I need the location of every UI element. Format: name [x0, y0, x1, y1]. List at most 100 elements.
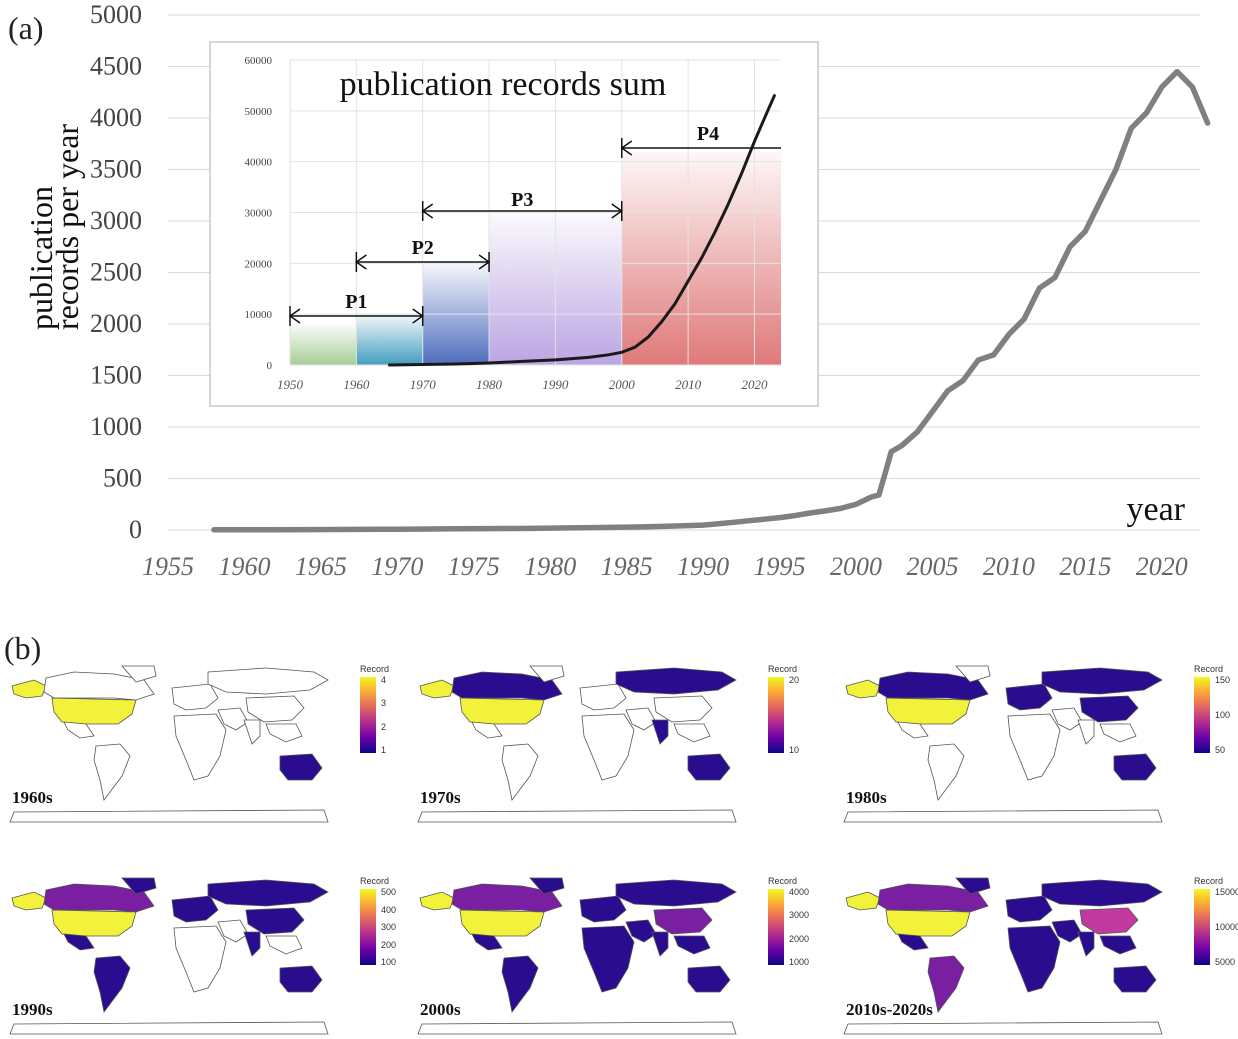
legend-tick-label: 3000	[789, 910, 810, 921]
decade-label: 1960s	[12, 788, 53, 807]
y-tick-label: 4500	[90, 52, 142, 81]
y-tick-label: 500	[103, 464, 142, 493]
inset-x-tick-label: 2020	[741, 377, 768, 392]
country-mexico	[471, 933, 503, 951]
x-tick-label: 1965	[295, 552, 347, 581]
legend-tick-label: 1	[381, 745, 387, 755]
color-legend: Record 150 100 50	[1194, 664, 1238, 764]
world-map	[417, 665, 737, 823]
legend-tick-label: 10	[789, 745, 800, 755]
decade-label: 1970s	[420, 788, 461, 807]
period-label-p3: P3	[511, 189, 533, 211]
x-tick-label: 1960	[218, 552, 270, 581]
y-axis-label-line2: records per year	[49, 124, 85, 330]
inset-x-tick-label: 2010	[675, 377, 702, 392]
legend-color-bar	[1194, 889, 1210, 965]
y-tick-label: 3500	[90, 155, 142, 184]
country-china	[653, 907, 713, 935]
world-map	[417, 877, 737, 1035]
country-se-asia	[1099, 723, 1137, 743]
legend-color-bar	[360, 889, 376, 965]
country-greenland	[529, 877, 565, 895]
legend-color-bar	[768, 889, 784, 965]
country-russia	[207, 667, 329, 695]
inset-y-tick-label: 0	[267, 360, 273, 372]
country-australia	[1113, 965, 1157, 993]
y-tick-label: 0	[129, 515, 142, 544]
color-legend: Record 500 400 300 200 100	[360, 876, 430, 976]
series-line-records-per-year	[211, 68, 1211, 533]
period-arrow-head	[421, 203, 434, 219]
country-china	[245, 695, 305, 723]
country-se-asia	[265, 723, 303, 743]
legend-tick-label: 50	[1215, 745, 1226, 755]
country-africa	[1007, 713, 1061, 781]
country-south-america	[501, 743, 539, 801]
country-se-asia	[673, 935, 711, 955]
country-south-america	[93, 955, 131, 1013]
legend-tick-label: 200	[381, 939, 397, 950]
x-tick-label: 2020	[1136, 552, 1188, 581]
legend-title: Record	[1194, 664, 1224, 674]
country-middle-east	[1051, 707, 1083, 731]
decade-map-1970s: 1970s Record 20 10	[412, 664, 799, 826]
series-line-cumulative	[388, 94, 776, 367]
country-russia	[615, 667, 737, 695]
country-china	[653, 695, 713, 723]
decade-label: 2000s	[420, 1000, 461, 1019]
color-legend: Record 15000 10000 5000	[1194, 876, 1238, 976]
inset-title: publication records sum	[340, 66, 667, 103]
decade-label: 2010s-2020s	[846, 1000, 933, 1019]
country-europe	[579, 895, 627, 923]
country-india	[243, 719, 261, 745]
legend-tick-label: 100	[381, 957, 397, 967]
legend-tick-label: 100	[1215, 710, 1231, 720]
inset-y-tick-label: 10000	[245, 309, 273, 321]
country-russia	[615, 879, 737, 907]
country-usa	[885, 697, 971, 725]
legend-tick-label: 150	[1215, 675, 1231, 685]
y-tick-label: 4000	[90, 103, 142, 132]
country-russia	[1041, 667, 1163, 695]
legend-tick-label: 5000	[1215, 957, 1236, 967]
country-mexico	[897, 721, 929, 739]
country-alaska	[845, 679, 881, 699]
inset-x-tick-label: 1970	[410, 377, 437, 392]
country-middle-east	[625, 707, 657, 731]
x-tick-label: 2000	[830, 552, 882, 581]
country-africa	[581, 713, 635, 781]
legend-title: Record	[1194, 876, 1224, 886]
country-antarctica	[417, 1021, 737, 1035]
country-africa	[581, 925, 635, 993]
country-alaska	[11, 679, 47, 699]
x-tick-label: 1985	[601, 552, 653, 581]
country-australia	[687, 753, 731, 781]
period-label-p4: P4	[697, 123, 719, 145]
country-greenland	[955, 665, 991, 683]
inset-cumulative-chart: 0 10000 20000 30000 40000 50000 60000 1950 1960 1…	[209, 41, 819, 407]
period-arrow-head	[412, 308, 425, 324]
country-antarctica	[417, 809, 737, 823]
x-tick-label: 1990	[677, 552, 729, 581]
legend-tick-label: 15000	[1215, 887, 1238, 897]
country-south-america	[501, 955, 539, 1013]
decade-label: 1980s	[846, 788, 887, 807]
legend-title: Record	[768, 876, 798, 886]
country-europe	[171, 683, 219, 711]
legend-color-bar	[1194, 677, 1210, 753]
period-shading	[290, 324, 357, 365]
legend-title: Record	[768, 664, 798, 674]
color-legend: Record 4000 3000 2000 1000	[768, 876, 838, 976]
legend-tick-label: 20	[789, 675, 800, 685]
period-arrow-head	[620, 140, 633, 156]
country-australia	[279, 965, 323, 993]
country-australia	[687, 965, 731, 993]
y-tick-label: 5000	[90, 0, 142, 29]
country-africa	[173, 925, 227, 993]
x-tick-label: 1975	[448, 552, 500, 581]
legend-tick-label: 500	[381, 887, 397, 897]
panel-a-label: (a)	[8, 10, 44, 46]
inset-y-tick-label: 60000	[245, 55, 273, 67]
x-axis-label: year	[1126, 491, 1185, 528]
legend-tick-label: 1000	[789, 957, 810, 967]
